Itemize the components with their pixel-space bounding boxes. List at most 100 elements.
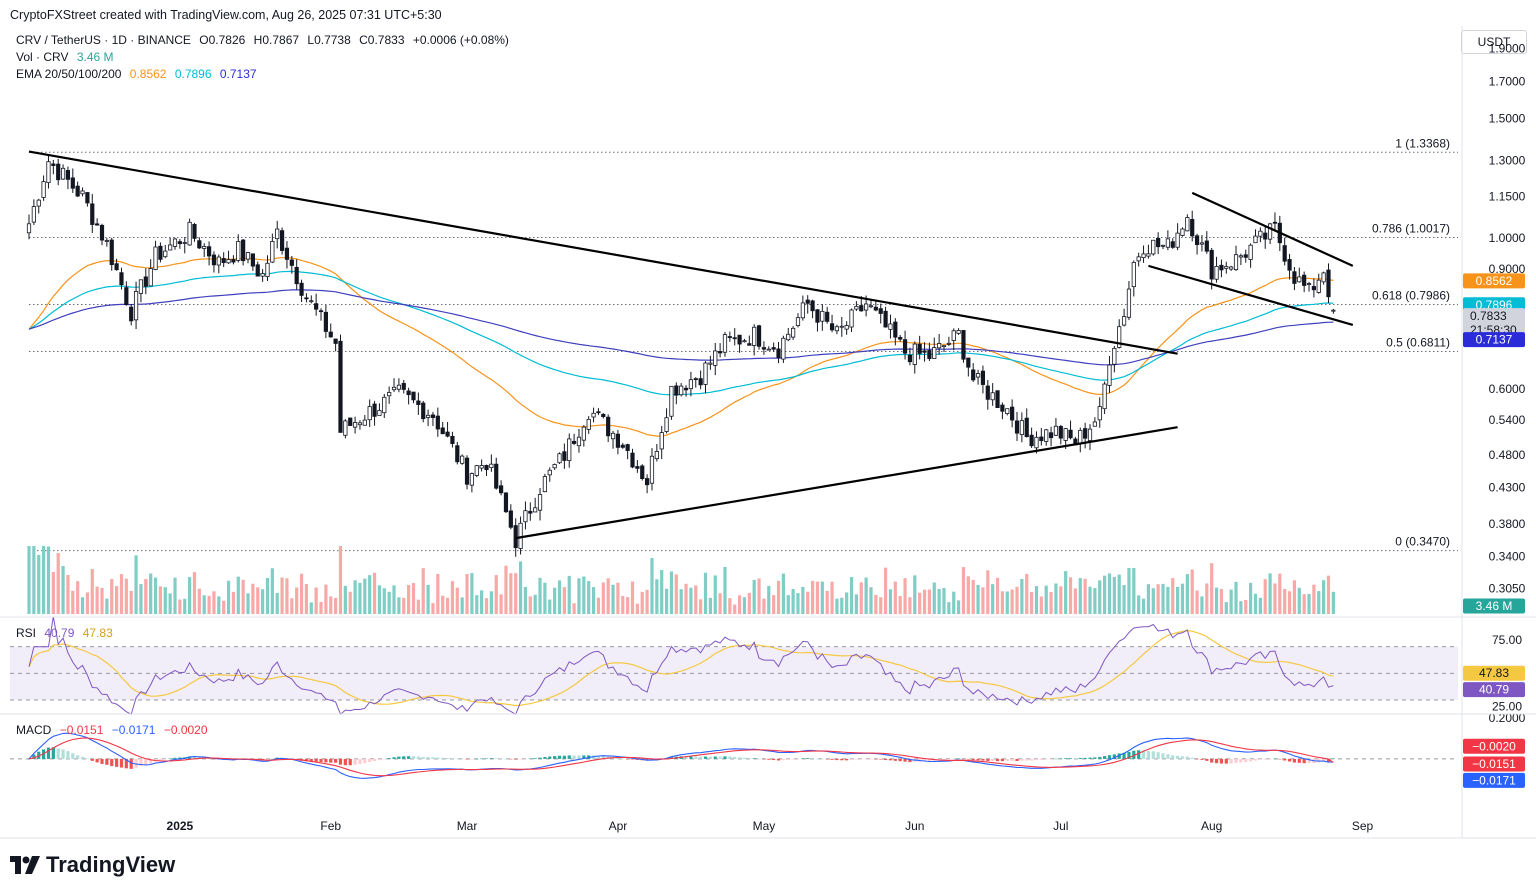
candle bbox=[1214, 256, 1219, 283]
volume-bar bbox=[66, 574, 70, 614]
candle-body-up bbox=[1316, 279, 1321, 293]
candle-body-down bbox=[241, 239, 246, 262]
candle bbox=[518, 516, 523, 555]
volume-bar bbox=[231, 591, 236, 614]
volume-bar bbox=[533, 594, 537, 614]
candle-body-down bbox=[922, 350, 927, 353]
macd-histogram-bar bbox=[348, 758, 352, 766]
candle-body-up bbox=[1136, 256, 1141, 262]
macd-histogram-bar bbox=[494, 758, 498, 759]
ema-price-label: 0.8562 bbox=[1463, 273, 1525, 289]
macd-histogram-bar bbox=[630, 758, 635, 760]
candle-body-up bbox=[713, 350, 718, 366]
candle-body-up bbox=[946, 342, 951, 345]
candle-body-up bbox=[187, 221, 192, 246]
macd-histogram-bar bbox=[1161, 753, 1165, 759]
candle-body-down bbox=[513, 525, 518, 549]
volume-bar bbox=[869, 587, 873, 614]
candle bbox=[761, 341, 767, 355]
candle-body-up bbox=[377, 410, 382, 416]
candle bbox=[99, 223, 105, 246]
volume-bar bbox=[192, 572, 197, 614]
macd-histogram-bar bbox=[338, 758, 343, 765]
tradingview-logo[interactable]: TradingView bbox=[10, 852, 175, 878]
volume-bar bbox=[1137, 595, 1141, 614]
volume-bar bbox=[1127, 568, 1131, 614]
macd-histogram-bar bbox=[1020, 758, 1024, 761]
volume-bar bbox=[90, 569, 94, 614]
volume-bar bbox=[830, 581, 834, 614]
legend-ema-label: EMA 20/50/100/200 bbox=[16, 67, 122, 81]
volume-bar bbox=[956, 600, 961, 614]
macd-histogram-bar bbox=[168, 758, 172, 760]
candle-body-up bbox=[937, 343, 942, 349]
candle-body-up bbox=[576, 436, 582, 447]
candle-body-down bbox=[1194, 235, 1200, 246]
candle-body-up bbox=[216, 256, 221, 266]
candle bbox=[742, 338, 747, 343]
candle bbox=[766, 346, 771, 351]
candle bbox=[80, 187, 85, 197]
candle-body-down bbox=[56, 163, 61, 181]
candle-body-down bbox=[596, 411, 601, 414]
volume-bar bbox=[971, 579, 975, 614]
macd-histogram-bar bbox=[460, 758, 464, 760]
candle bbox=[771, 342, 776, 352]
volume-bar bbox=[684, 583, 688, 614]
candle bbox=[172, 237, 178, 250]
volume-bar bbox=[674, 574, 678, 614]
candle bbox=[854, 301, 859, 312]
volume-bar bbox=[51, 572, 55, 614]
macd-histogram-bar bbox=[1171, 755, 1175, 759]
macd-histogram-bar bbox=[596, 755, 601, 759]
volume-bar bbox=[762, 598, 766, 614]
macd-histogram-bar bbox=[484, 758, 489, 759]
last-price-value: 0.7833 bbox=[1470, 309, 1507, 323]
macd-histogram-bar bbox=[1127, 751, 1131, 759]
volume-bar bbox=[124, 578, 128, 614]
currency-selector[interactable]: USDT bbox=[1461, 30, 1527, 54]
candle-body-up bbox=[795, 317, 801, 327]
candle bbox=[537, 488, 543, 521]
candle bbox=[586, 416, 591, 434]
volume-bar bbox=[1146, 584, 1151, 614]
candle bbox=[1068, 420, 1073, 440]
macd-histogram-bar bbox=[947, 758, 951, 760]
candle bbox=[469, 472, 474, 493]
volume-bar bbox=[845, 592, 849, 614]
macd-histogram-bar bbox=[392, 757, 396, 759]
last-price-label-bg bbox=[1463, 308, 1525, 339]
volume-bar bbox=[664, 588, 669, 614]
volume-bar bbox=[669, 571, 674, 614]
candle-body-up bbox=[362, 419, 367, 426]
candle bbox=[1010, 399, 1015, 428]
candle-body-up bbox=[236, 240, 241, 261]
candle-body-up bbox=[1063, 428, 1068, 441]
candle bbox=[1306, 281, 1312, 292]
volume-bar bbox=[835, 598, 839, 614]
candle-body-up bbox=[1233, 254, 1239, 271]
volume-bar bbox=[961, 567, 966, 614]
macd-histogram-bar bbox=[1205, 758, 1209, 761]
candle-body-up bbox=[975, 373, 981, 378]
candle bbox=[299, 279, 304, 302]
candle-body-up bbox=[1117, 326, 1122, 348]
macd-histogram-bar bbox=[66, 751, 70, 759]
candle bbox=[357, 420, 363, 430]
macd-histogram-bar bbox=[489, 758, 493, 759]
volume-bar bbox=[1107, 573, 1112, 614]
candle-body-up bbox=[133, 291, 139, 321]
tradingview-icon bbox=[10, 856, 40, 874]
macd-histogram-bar bbox=[820, 758, 824, 760]
volume-bar bbox=[431, 603, 435, 614]
candle bbox=[270, 233, 275, 263]
volume-bar bbox=[158, 586, 163, 614]
volume-bar bbox=[621, 596, 625, 614]
candle bbox=[669, 385, 674, 420]
candle bbox=[1136, 252, 1141, 267]
candle bbox=[1331, 308, 1336, 314]
macd-histogram-bar bbox=[733, 756, 737, 759]
macd-histogram-bar bbox=[329, 758, 333, 763]
macd-histogram-bar bbox=[1117, 753, 1121, 759]
